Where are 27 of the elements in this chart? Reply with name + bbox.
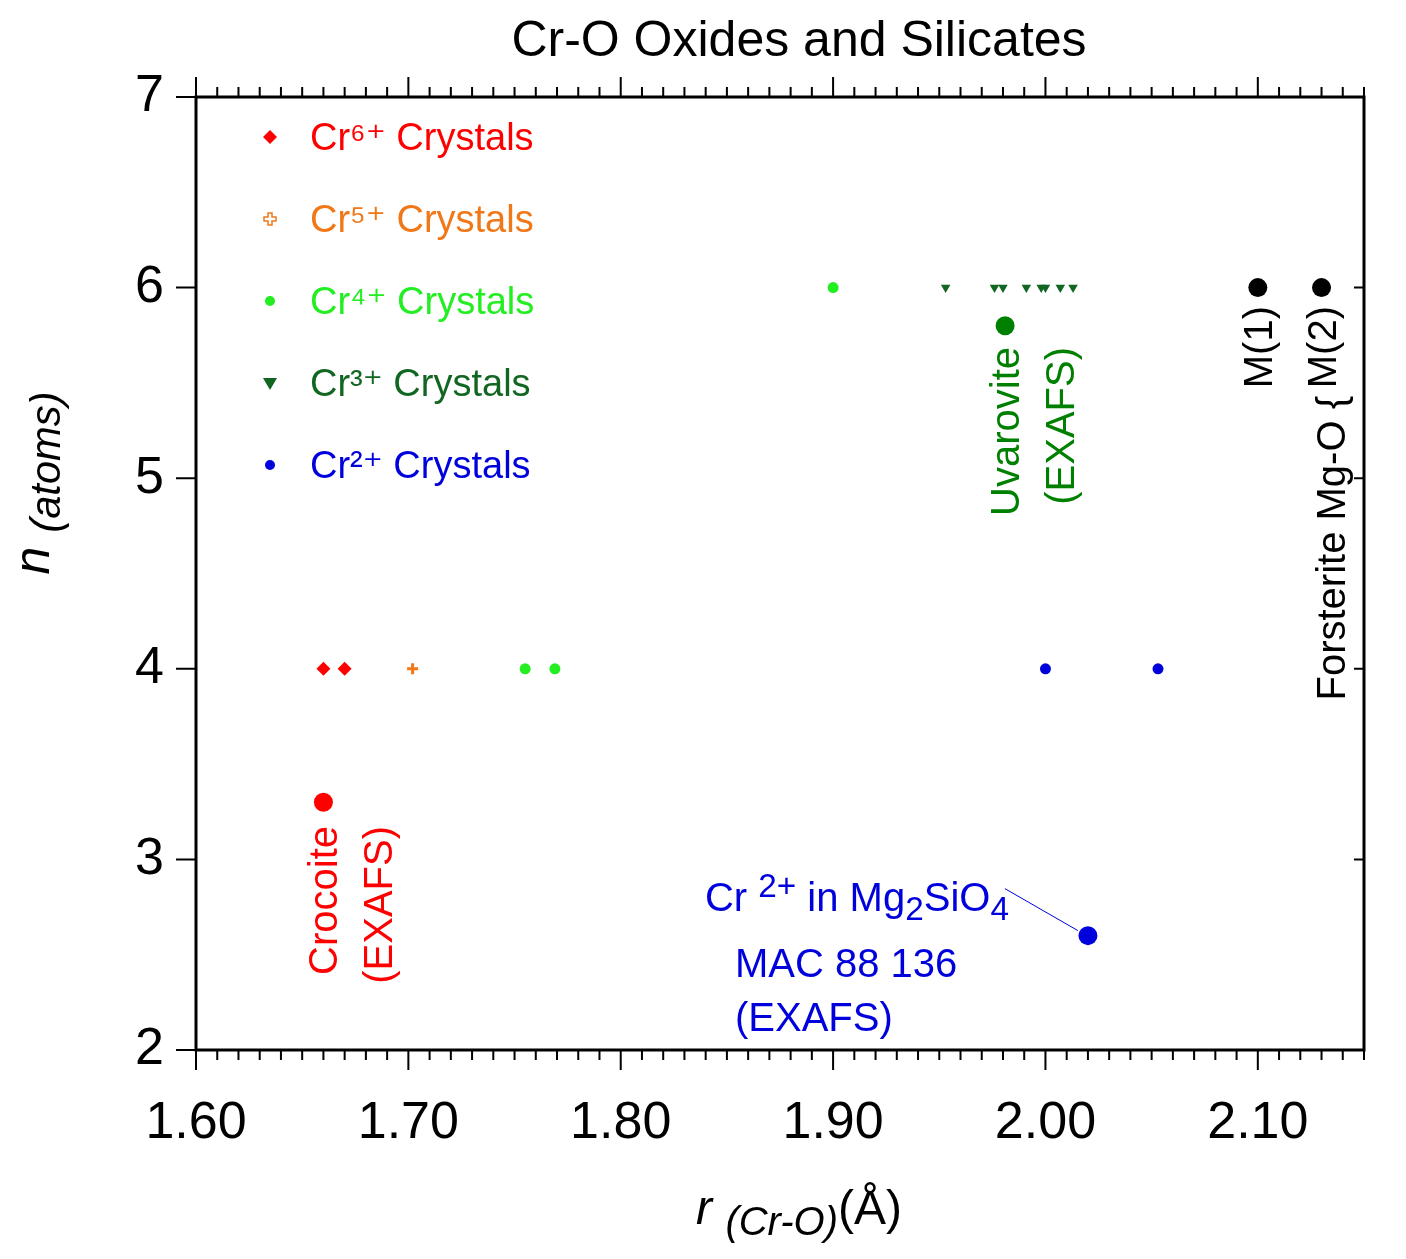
y-tick-label: 2 [135,1017,164,1076]
chart-title: Cr-O Oxides and Silicates [510,10,1088,68]
x-tick-label: 1.80 [570,1090,672,1149]
x-tick-label: 2.10 [1207,1090,1309,1149]
legend-label: Cr⁵⁺ Crystals [310,197,534,241]
annotation: Cr $^{2+}$ in Mg$_{2}$SiO$_{4}$ [704,865,1009,929]
y-tick-label: 5 [135,445,164,504]
x-tick-label: 1.90 [782,1090,884,1149]
annotation: MAC 88 136 [735,941,958,985]
annotation: (EXAFS) [735,995,893,1039]
legend-label: Cr³⁺ Crystals [310,361,531,405]
annotation: M(1) [1234,305,1281,388]
legend-label: Cr²⁺ Crystals [310,443,531,487]
legend-label: Cr⁶⁺ Crystals [310,115,534,159]
annotation: Uvarovite (EXAFS) [981,346,1083,516]
x-tick-label: 1.60 [145,1090,247,1149]
y-tick-label: 3 [135,826,164,885]
x-tick-label: 1.70 [357,1090,459,1149]
annotation: Forsterite Mg-O { [1307,396,1354,701]
legend-label: Cr⁴⁺ Crystals [310,279,535,323]
annotation: Crocoite (EXAFS) [299,826,401,985]
x-tick-label: 2.00 [994,1090,1097,1149]
x-axis-title: r $_{(Cr-O)}$(Å) [695,1180,903,1244]
y-tick-label: 4 [135,636,164,695]
y-tick-label: 6 [135,254,164,313]
y-tick-label: 7 [135,64,164,123]
annotation: M(2) [1298,305,1345,388]
